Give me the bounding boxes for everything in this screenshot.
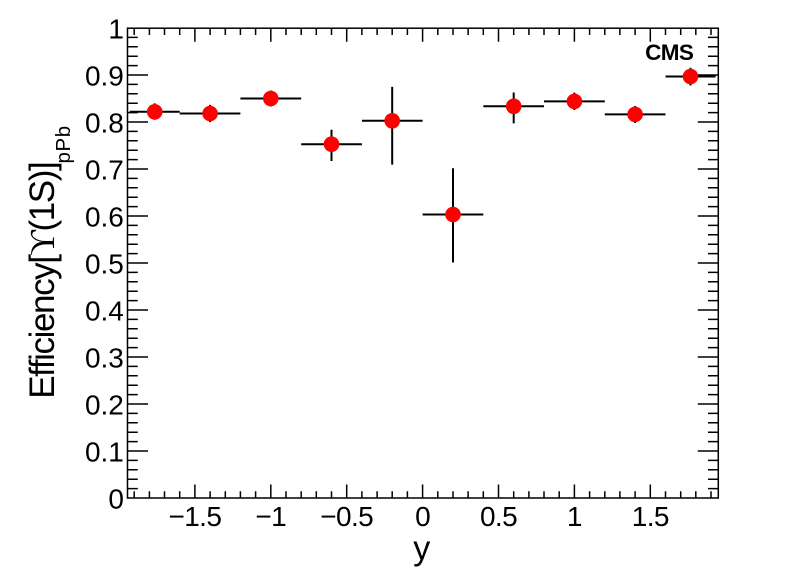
svg-text:−1: −1 [255, 501, 286, 532]
svg-text:0.5: 0.5 [480, 501, 517, 532]
svg-text:0.4: 0.4 [85, 296, 124, 327]
svg-text:CMS: CMS [645, 40, 694, 65]
svg-text:0: 0 [108, 484, 124, 515]
svg-text:0.2: 0.2 [85, 390, 124, 421]
svg-text:pPb: pPb [52, 126, 75, 164]
svg-text:Efficiency[ϒ(1S)]: Efficiency[ϒ(1S)] [23, 161, 62, 399]
svg-text:0.1: 0.1 [85, 437, 124, 468]
svg-text:0.3: 0.3 [85, 343, 124, 374]
svg-text:0.5: 0.5 [85, 249, 124, 280]
svg-text:1: 1 [108, 14, 124, 45]
svg-text:0: 0 [415, 501, 430, 532]
svg-text:1.5: 1.5 [632, 501, 669, 532]
svg-text:0.8: 0.8 [85, 108, 124, 139]
svg-text:1: 1 [567, 501, 582, 532]
svg-text:0.7: 0.7 [85, 155, 124, 186]
svg-text:−1.5: −1.5 [168, 501, 221, 532]
svg-text:0.6: 0.6 [85, 202, 124, 233]
svg-text:0.9: 0.9 [85, 61, 124, 92]
svg-text:−0.5: −0.5 [320, 501, 373, 532]
svg-text:y: y [413, 530, 430, 568]
